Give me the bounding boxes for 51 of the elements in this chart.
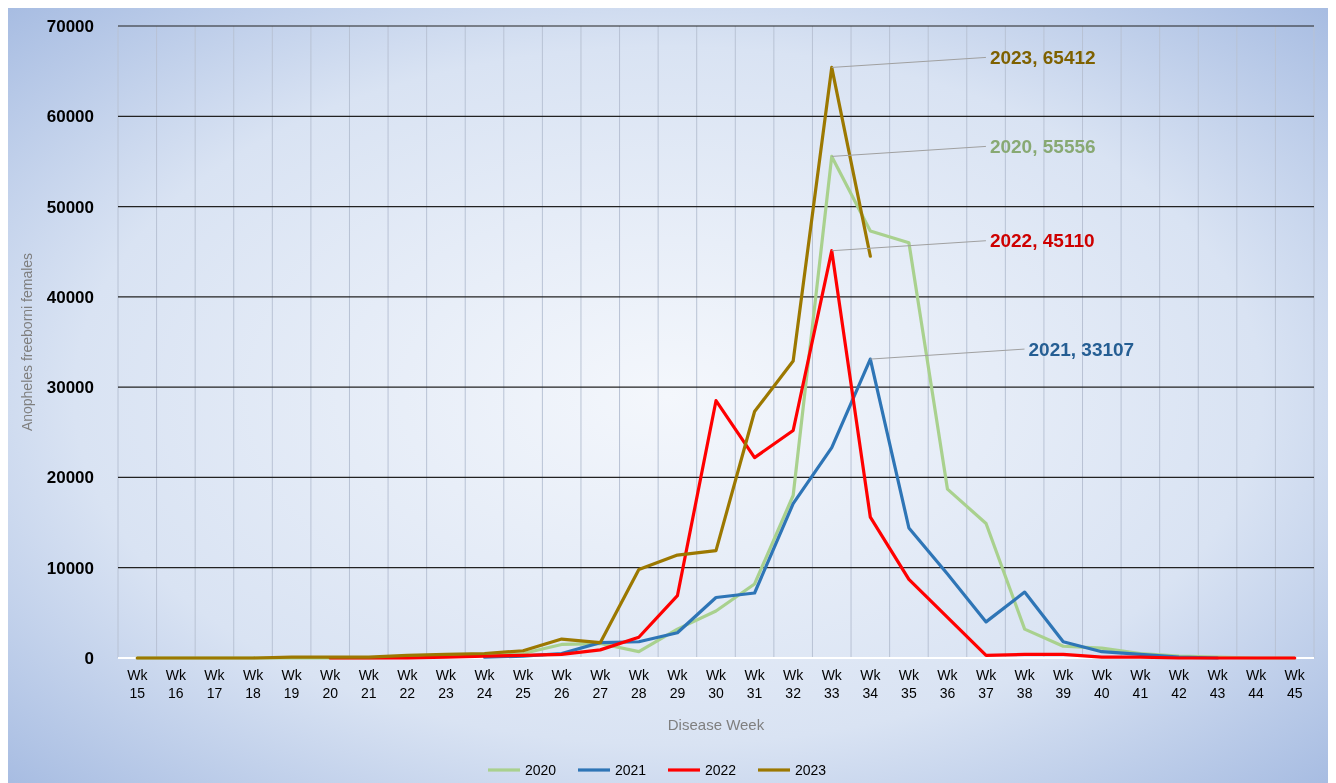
x-tick-label: Wk 22 [397, 667, 419, 701]
x-tick-label: Wk 28 [628, 667, 650, 701]
x-tick-label: Wk 40 [1091, 667, 1113, 701]
x-tick-label: Wk 20 [320, 667, 342, 701]
x-tick-label: Wk 42 [1168, 667, 1191, 701]
x-tick-label: Wk 19 [281, 667, 303, 701]
x-tick-label: Wk 37 [975, 667, 998, 701]
annotation: 2023, 65412 [989, 47, 1096, 69]
x-tick-label: Wk 31 [744, 667, 766, 701]
x-tick-label: Wk 45 [1284, 667, 1306, 701]
x-tick-label: Wk 24 [474, 667, 496, 701]
x-tick-label: Wk 18 [242, 667, 265, 701]
y-tick-label: 30000 [46, 378, 94, 398]
line-series [135, 65, 872, 660]
x-axis-title: Disease Week [667, 716, 765, 733]
y-tick-label: 70000 [46, 16, 94, 36]
annotation: 2022, 45110 [989, 230, 1095, 252]
y-tick-label: 60000 [46, 107, 94, 127]
legend-label: 2022 [705, 762, 737, 778]
annotation: 2020, 55556 [989, 136, 1096, 158]
x-tick-label: Wk 17 [204, 667, 226, 701]
y-axis-title: Anopheles freeborni females [19, 252, 35, 432]
line-series [328, 249, 1297, 660]
legend-label: 2021 [615, 762, 647, 778]
y-tick-label: 0 [84, 648, 94, 668]
x-tick-label: Wk 29 [667, 667, 689, 701]
legend-label: 2020 [525, 762, 557, 778]
x-tick-label: Wk 32 [783, 667, 805, 701]
x-tick-label: Wk 26 [551, 667, 573, 701]
legend-label: 2023 [795, 762, 827, 778]
x-tick-label: Wk 23 [435, 667, 458, 701]
x-tick-label: Wk 34 [860, 667, 882, 701]
y-tick-label: 10000 [46, 558, 94, 578]
y-tick-label: 40000 [46, 287, 94, 307]
x-tick-label: Wk 39 [1053, 667, 1075, 701]
y-tick-label: 50000 [46, 197, 94, 217]
x-tick-label: Wk 16 [165, 667, 187, 701]
x-tick-label: Wk 21 [358, 667, 380, 701]
annotation: 2021, 33107 [1028, 338, 1135, 360]
x-tick-label: Wk 25 [512, 667, 535, 701]
x-tick-label: Wk 36 [937, 667, 959, 701]
x-tick-label: Wk 38 [1014, 667, 1036, 701]
y-tick-label: 20000 [46, 468, 94, 488]
x-tick-label: Wk 44 [1246, 667, 1268, 701]
x-tick-label: Wk 30 [705, 667, 728, 701]
x-tick-label: Wk 27 [590, 667, 612, 701]
x-tick-label: Wk 41 [1130, 667, 1152, 701]
x-tick-label: Wk 35 [898, 667, 921, 701]
x-tick-label: Wk 43 [1207, 667, 1229, 701]
x-tick-label: Wk 15 [127, 667, 149, 701]
x-tick-label: Wk 33 [821, 667, 843, 701]
